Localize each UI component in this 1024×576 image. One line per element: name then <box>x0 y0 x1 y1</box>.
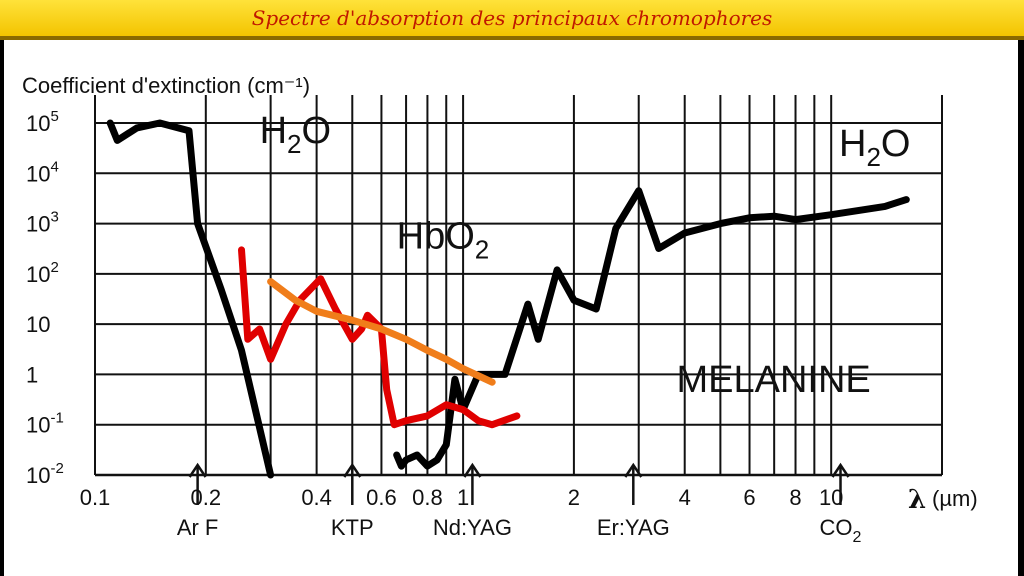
laser-marker-label: Er:YAG <box>597 515 670 540</box>
x-axis-unit: λ (µm) <box>908 485 978 515</box>
laser-marker-arrow-head <box>343 462 362 478</box>
curve-annotation: H2O <box>839 123 910 172</box>
x-tick-label: 0.4 <box>301 485 332 510</box>
x-tick-label: 2 <box>568 485 580 510</box>
frame-right-border <box>1018 40 1024 576</box>
laser-marker-label: CO2 <box>820 515 862 546</box>
laser-marker-label: Nd:YAG <box>433 515 512 540</box>
x-tick-label: 0.2 <box>191 485 222 510</box>
laser-marker-arrow-head <box>188 462 207 478</box>
y-axis-label: Coefficient d'extinction (cm⁻¹) <box>22 73 310 98</box>
x-axis-unit-label: (µm) <box>932 486 978 511</box>
series-line-1 <box>393 187 910 470</box>
y-tick-label: 102 <box>26 259 59 287</box>
laser-marker-arrow-head <box>463 462 482 478</box>
y-tick-label: 103 <box>26 209 59 237</box>
slide-title: Spectre d'absorption des principaux chro… <box>251 6 773 30</box>
title-bar: Spectre d'absorption des principaux chro… <box>0 0 1024 40</box>
x-tick-label: 1 <box>457 485 469 510</box>
series-lines <box>106 119 910 479</box>
curve-annotation: HbO2 <box>397 215 490 264</box>
x-tick-label: 8 <box>789 485 801 510</box>
x-axis-lambda-symbol: λ <box>908 485 926 515</box>
absorption-chart: Coefficient d'extinction (cm⁻¹) 10510410… <box>22 73 978 546</box>
laser-marker-arrow-head <box>624 462 643 478</box>
series-line-3 <box>267 278 496 386</box>
laser-marker-label: Ar F <box>177 515 219 540</box>
series-line-0 <box>106 119 275 479</box>
x-tick-label: 6 <box>743 485 755 510</box>
laser-marker-label: KTP <box>331 515 374 540</box>
y-tick-label: 104 <box>26 158 59 186</box>
curve-annotations: H2O H2O HbO2 MELANINE <box>260 110 911 401</box>
x-tick-label: 0.1 <box>80 485 111 510</box>
y-tick-label: 10 <box>26 312 50 337</box>
curve-annotation: MELANINE <box>677 359 871 401</box>
x-tick-labels: 0.1 0.2 0.4 0.6 0.8 1 2 4 6 8 10 <box>80 485 844 510</box>
x-tick-label: 4 <box>679 485 691 510</box>
series-line-2 <box>238 246 521 429</box>
laser-marker-arrow-head <box>831 462 850 478</box>
curve-annotation: H2O <box>260 110 331 159</box>
x-tick-label: 0.6 <box>366 485 397 510</box>
y-tick-label: 105 <box>26 108 59 136</box>
frame-left-border <box>0 40 4 576</box>
y-tick-label: 1 <box>26 362 38 387</box>
y-tick-label: 10-1 <box>26 410 64 438</box>
laser-markers: Ar F KTP Nd:YAG Er:YAG CO2 <box>177 462 862 546</box>
y-tick-label: 10-2 <box>26 460 64 488</box>
x-tick-label: 0.8 <box>412 485 443 510</box>
